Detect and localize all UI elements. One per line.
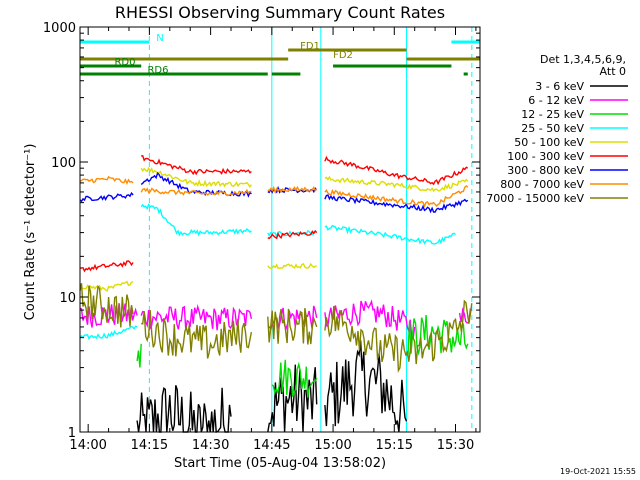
- series-50-100-kev-segment-1: [140, 166, 252, 189]
- series-25-50-kev: [79, 202, 456, 341]
- legend-entry-3-6-kev: 3 - 6 keV: [535, 80, 584, 93]
- series-7000-15000-kev-segment-3: [324, 299, 473, 373]
- series-300-800-kev-segment-3: [324, 194, 469, 214]
- series-100-300-kev-segment-2: [267, 229, 318, 240]
- flag-bars: N FD1 FD2 RD0 RD6: [80, 33, 480, 76]
- series-25-50-kev-segment-3: [324, 224, 456, 245]
- series-800-7000-kev-segment-1: [140, 187, 252, 197]
- vertical-markers: [148, 27, 473, 432]
- legend-entry-800-7000-kev: 800 - 7000 keV: [500, 178, 584, 191]
- series-25-50-kev-segment-0: [79, 325, 138, 341]
- series-300-800-kev-segment-0: [79, 191, 134, 203]
- series-3-6-kev-segment-1: [267, 364, 318, 433]
- flag-fd1-label: FD1: [300, 41, 320, 52]
- series-6-12-kev-segment-1: [140, 304, 253, 331]
- series-25-50-kev-segment-1: [140, 202, 252, 237]
- series-100-300-kev: [79, 155, 469, 273]
- y-tick-label: 1000: [43, 21, 76, 36]
- legend-entry-25-50-kev: 25 - 50 keV: [521, 122, 584, 135]
- series-800-7000-kev-segment-0: [79, 175, 134, 186]
- series-50-100-kev-segment-3: [324, 175, 469, 193]
- legend-entry-50-100-kev: 50 - 100 keV: [514, 136, 584, 149]
- y-axis-ticks: 1 10 100 1000: [43, 21, 480, 441]
- chart-title: RHESSI Observing Summary Count Rates: [115, 3, 445, 22]
- x-axis-ticks: 14:00 14:15 14:30 14:45 15:00 15:15 15:30: [69, 27, 477, 453]
- generation-timestamp: 19-Oct-2021 15:55: [560, 467, 636, 476]
- plot-frame: [79, 26, 481, 433]
- series-800-7000-kev-segment-3: [324, 184, 469, 208]
- x-tick-label: 15:15: [376, 438, 413, 453]
- x-axis-label: Start Time (05-Aug-04 13:58:02): [174, 456, 386, 471]
- y-axis-label: Count Rate (s⁻¹ detector⁻¹): [23, 144, 38, 321]
- series-12-25-kev-segment-0: [136, 343, 142, 368]
- series-12-25-kev-segment-1: [271, 359, 318, 398]
- series-50-100-kev-segment-0: [79, 280, 134, 293]
- series-7000-15000-kev-segment-0: [79, 283, 134, 328]
- y-tick-label: 100: [51, 156, 76, 171]
- flag-fd2-label: FD2: [333, 50, 353, 61]
- legend-entry-12-25-kev: 12 - 25 keV: [521, 108, 584, 121]
- flag-rd0-label: RD0: [114, 57, 135, 68]
- x-tick-label: 14:00: [69, 438, 106, 453]
- y-tick-label: 10: [59, 291, 76, 306]
- series-3-6-kev-segment-2: [324, 340, 408, 433]
- x-tick-label: 14:45: [253, 438, 290, 453]
- legend-entry-100-300-kev: 100 - 300 keV: [507, 150, 584, 163]
- series-layer: [79, 155, 473, 433]
- series-100-300-kev-segment-3: [324, 155, 469, 186]
- series-7000-15000-kev-segment-2: [267, 307, 318, 345]
- x-tick-label: 14:30: [192, 438, 229, 453]
- series-800-7000-kev-segment-2: [267, 185, 318, 195]
- legend-title-line: Det 1,3,4,5,6,9,: [540, 53, 626, 66]
- series-3-6-kev-segment-0: [136, 385, 232, 433]
- series-6-12-kev-segment-3: [324, 299, 416, 340]
- y-tick-label: 1: [68, 426, 76, 441]
- series-7000-15000-kev-segment-1: [141, 309, 253, 359]
- series-7000-15000-kev: [79, 283, 473, 373]
- series-800-7000-kev: [79, 175, 469, 208]
- flag-rd6-label: RD6: [147, 65, 168, 76]
- legend-title-line: Att 0: [600, 65, 626, 78]
- x-tick-label: 15:30: [437, 438, 474, 453]
- series-100-300-kev-segment-1: [141, 155, 252, 176]
- legend-entry-6-12-kev: 6 - 12 keV: [528, 94, 584, 107]
- legend-entry-7000-15000-kev: 7000 - 15000 keV: [486, 192, 584, 205]
- flag-n-label: N: [156, 33, 163, 44]
- x-tick-label: 15:00: [314, 438, 351, 453]
- series-50-100-kev-segment-2: [267, 262, 317, 269]
- series-6-12-kev-segment-0: [79, 303, 138, 328]
- legend-entry-300-800-kev: 300 - 800 keV: [507, 164, 584, 177]
- x-tick-label: 14:15: [131, 438, 168, 453]
- series-100-300-kev-segment-0: [79, 260, 134, 273]
